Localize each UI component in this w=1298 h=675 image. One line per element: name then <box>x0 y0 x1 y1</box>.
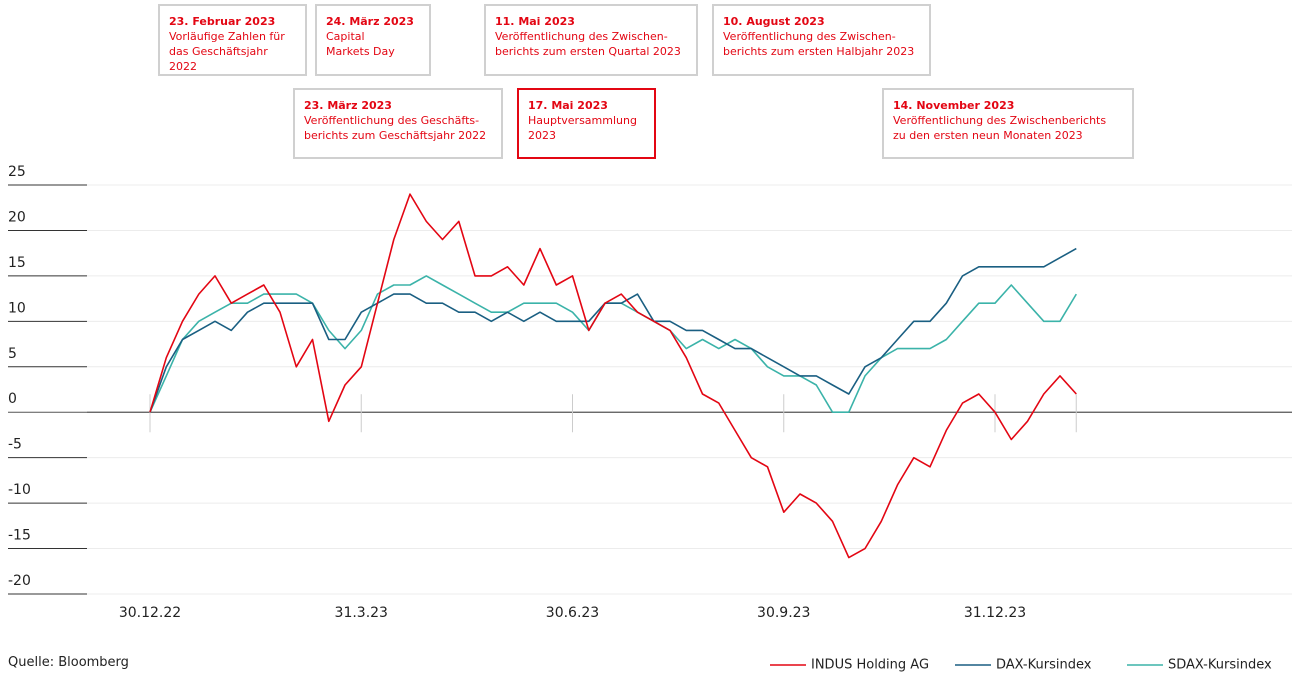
y-tick-label: 15 <box>8 255 26 271</box>
annotation-text: berichts zum ersten Quartal 2023 <box>495 45 681 58</box>
x-tick-label: 31.12.23 <box>964 605 1026 621</box>
y-tick-label: -20 <box>8 573 31 589</box>
annotation-date: 10. August 2023 <box>723 15 825 28</box>
y-tick-label: -10 <box>8 482 31 498</box>
y-tick-label: 25 <box>8 164 26 180</box>
annotation-text: berichts zum ersten Halbjahr 2023 <box>723 45 915 58</box>
series-line <box>149 247 1077 413</box>
annotation-text: das Geschäftsjahr 2022 <box>169 45 268 73</box>
annotation-date: 14. November 2023 <box>893 99 1015 112</box>
annotation-text: Veröffentlichung des Geschäfts- <box>304 114 480 127</box>
y-tick-label: 5 <box>8 346 17 362</box>
annotation-date: 17. Mai 2023 <box>528 99 608 112</box>
annotation-text: Veröffentlichung des Zwischen- <box>723 30 896 43</box>
annotation-box: 23. März 2023 Veröffentlichung des Geschä… <box>293 88 503 159</box>
annotation-text: Markets Day <box>326 45 395 58</box>
y-tick-label: 0 <box>8 391 17 407</box>
annotation-text: berichts zum Geschäftsjahr 2022 <box>304 129 487 142</box>
series-line <box>149 193 1077 559</box>
x-tick-label: 31.3.23 <box>335 605 388 621</box>
annotation-box: 23. Februar 2023 Vorläufige Zahlen für das… <box>158 4 307 76</box>
annotation-box: 11. Mai 2023 Veröffentlichung des Zwische… <box>484 4 698 76</box>
legend-label: INDUS Holding AG <box>811 658 929 673</box>
annotation-box: 24. März 2023 Capital Markets Day <box>315 4 431 76</box>
annotation-text: Hauptversammlung <box>528 114 637 127</box>
annotation-text: Veröffentlichung des Zwischen- <box>495 30 668 43</box>
annotation-box: 10. August 2023 Veröffentlichung des Zwis… <box>712 4 931 76</box>
annotation-date: 23. Februar 2023 <box>169 15 276 28</box>
y-tick-label: -5 <box>8 437 22 453</box>
x-tick-label: 30.12.22 <box>119 605 181 621</box>
annotation-date: 24. März 2023 <box>326 15 414 28</box>
annotation-date: 11. Mai 2023 <box>495 15 575 28</box>
x-tick-label: 30.6.23 <box>546 605 599 621</box>
annotation-box: 14. November 2023 Veröffentlichung des Zw… <box>882 88 1134 159</box>
annotation-text: Vorläufige Zahlen für <box>169 30 285 43</box>
annotation-box: 17. Mai 2023 Hauptversammlung 2023 <box>517 88 656 159</box>
source: Quelle: Bloomberg <box>8 655 129 670</box>
y-tick-label: -15 <box>8 528 31 544</box>
legend-label: DAX-Kursindex <box>996 658 1092 673</box>
annotation-text: 2023 <box>528 129 556 142</box>
x-tick-label: 30.9.23 <box>757 605 810 621</box>
annotation-date: 23. März 2023 <box>304 99 392 112</box>
annotation-text: zu den ersten neun Monaten 2023 <box>893 129 1083 142</box>
y-tick-label: 10 <box>8 300 26 316</box>
annotation-text: Capital <box>326 30 365 43</box>
legend-label: SDAX-Kursindex <box>1168 658 1272 673</box>
annotation-text: Veröffentlichung des Zwischenberichts <box>893 114 1107 127</box>
y-tick-label: 20 <box>8 209 26 225</box>
